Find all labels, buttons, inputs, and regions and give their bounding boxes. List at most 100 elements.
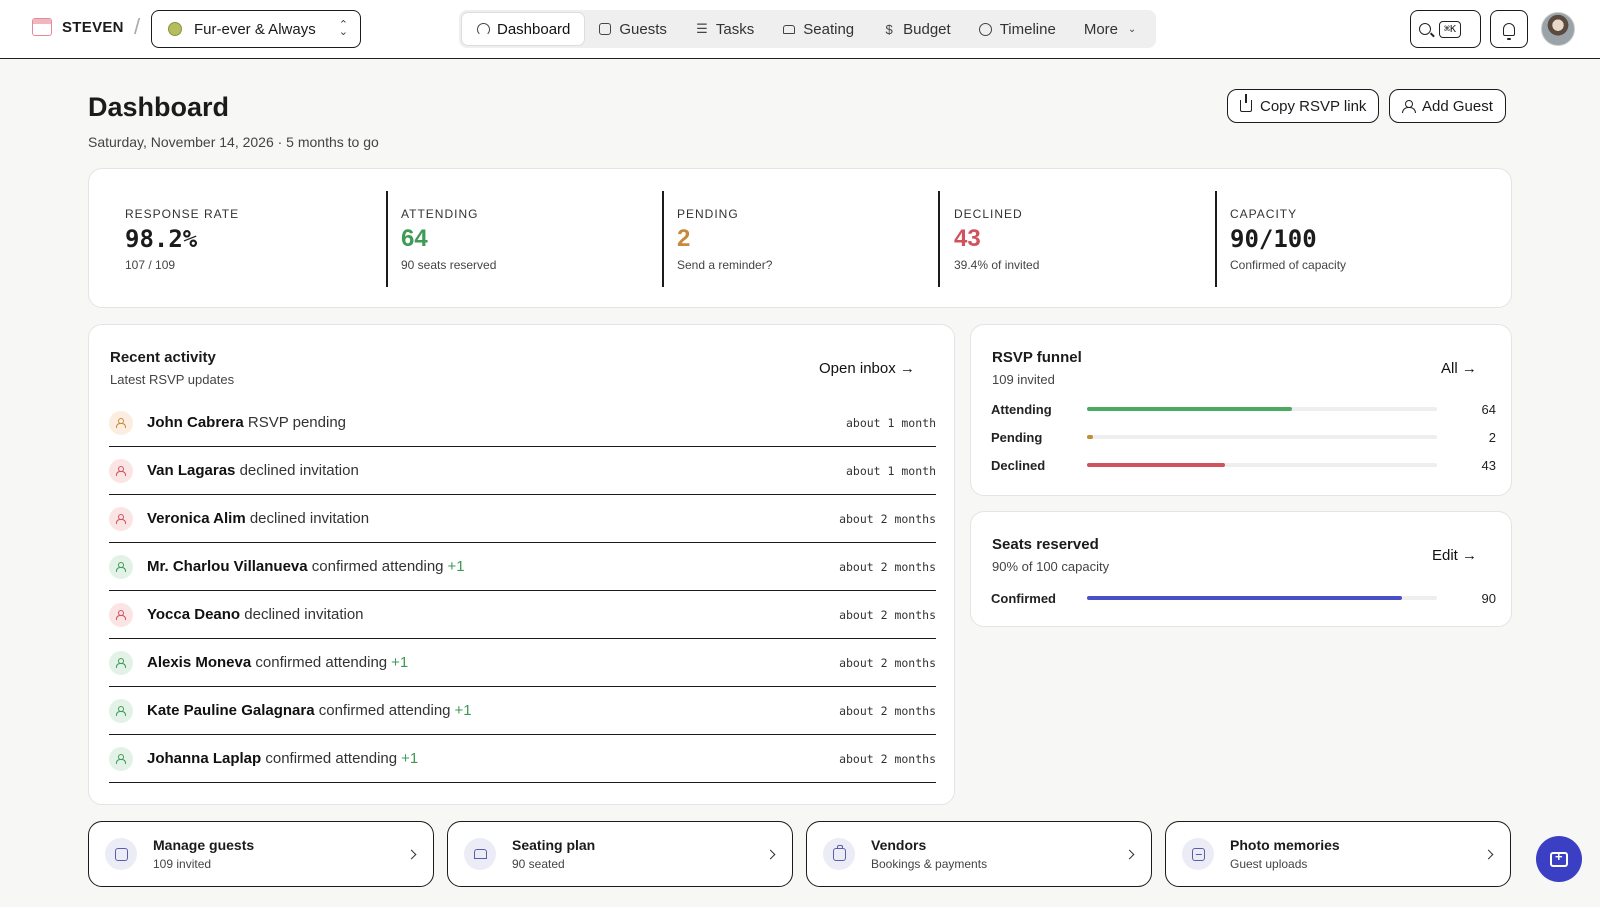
add-guest-button[interactable]: Add Guest xyxy=(1389,89,1506,123)
plus-one-badge: +1 xyxy=(454,702,472,719)
checklist-icon: ☰ xyxy=(696,21,708,36)
card-subtitle: Latest RSVP updates xyxy=(110,372,235,387)
stat-divider xyxy=(1215,191,1217,287)
stat-divider xyxy=(386,191,388,287)
seats-confirmed-row: Confirmed 90 xyxy=(991,588,1496,608)
card-subtitle: 90% of 100 capacity xyxy=(992,559,1110,574)
stat-label: RESPONSE RATE xyxy=(125,207,240,221)
stat-label: CAPACITY xyxy=(1230,207,1298,221)
activity-time: about 2 months xyxy=(839,511,936,526)
main-nav: Dashboard Guests ☰ Tasks Seating $ Budge… xyxy=(459,10,1157,48)
activity-row[interactable]: Yocca Deano declined invitation about 2 m… xyxy=(109,591,936,639)
quick-link-manage-guests[interactable]: Manage guests 109 invited xyxy=(88,821,434,887)
quick-link-subtitle: Bookings & payments xyxy=(871,857,988,871)
quick-link-seating-plan[interactable]: Seating plan 90 seated xyxy=(447,821,793,887)
seats-edit-link[interactable]: Edit → xyxy=(1432,547,1478,564)
activity-time: about 2 months xyxy=(839,655,936,670)
activity-row[interactable]: Kate Pauline Galagnara confirmed attendi… xyxy=(109,687,936,735)
contact-card-icon xyxy=(598,22,612,36)
plus-one-badge: +1 xyxy=(447,558,465,575)
user-avatar[interactable] xyxy=(1541,12,1575,46)
seats-label: Confirmed xyxy=(991,590,1056,606)
activity-text: Alexis Moneva confirmed attending +1 xyxy=(147,654,839,671)
feedback-chat-button[interactable] xyxy=(1536,836,1582,882)
funnel-value: 2 xyxy=(1488,429,1496,445)
funnel-all-link[interactable]: All → xyxy=(1441,360,1477,377)
quick-link-vendors[interactable]: Vendors Bookings & payments xyxy=(806,821,1152,887)
page-title: Dashboard xyxy=(88,92,230,122)
activity-text: Kate Pauline Galagnara confirmed attendi… xyxy=(147,702,839,719)
funnel-label: Attending xyxy=(991,401,1052,417)
activity-row[interactable]: John Cabrera RSVP pending about 1 month xyxy=(109,399,936,447)
activity-row[interactable]: Johanna Laplap confirmed attending +1 abou… xyxy=(109,735,936,783)
add-guest-label: Add Guest xyxy=(1422,97,1493,115)
stat-value: 2 xyxy=(677,225,691,252)
quick-link-photo-memories[interactable]: Photo memories Guest uploads xyxy=(1165,821,1511,887)
search-button[interactable]: ⌘K xyxy=(1410,10,1481,48)
stat-divider xyxy=(938,191,940,287)
funnel-bar xyxy=(1087,407,1293,411)
event-date: Saturday, November 14, 2026 · 5 months t… xyxy=(88,134,379,150)
notifications-button[interactable] xyxy=(1490,10,1528,48)
nav-guests[interactable]: Guests xyxy=(584,13,681,45)
quick-link-text: Manage guests 109 invited xyxy=(153,837,408,871)
open-inbox-link[interactable]: Open inbox → xyxy=(819,360,915,377)
user-icon xyxy=(1402,99,1416,113)
quick-link-title: Vendors xyxy=(871,837,927,853)
funnel-value: 64 xyxy=(1481,401,1496,417)
quick-link-text: Photo memories Guest uploads xyxy=(1230,837,1485,871)
nav-more[interactable]: More ⌄ xyxy=(1070,13,1153,45)
activity-time: about 2 months xyxy=(839,751,936,766)
activity-row[interactable]: Veronica Alim declined invitation about 2… xyxy=(109,495,936,543)
seats-bar xyxy=(1087,596,1402,600)
funnel-bar xyxy=(1087,463,1225,467)
project-selector[interactable]: Fur-ever & Always ⌃ ⌄ xyxy=(151,10,361,48)
guest-name: Mr. Charlou Villanueva xyxy=(147,558,308,575)
seats-track xyxy=(1087,596,1437,600)
project-avatar-icon xyxy=(168,22,182,36)
activity-row[interactable]: Alexis Moneva confirmed attending +1 about… xyxy=(109,639,936,687)
guest-name: Van Lagaras xyxy=(147,462,236,479)
nav-label: Timeline xyxy=(999,20,1056,38)
user-status-icon xyxy=(109,506,133,531)
activity-action: confirmed attending xyxy=(255,654,388,671)
stats-panel: RESPONSE RATE 98.2% 107 / 109 ATTENDING … xyxy=(88,168,1512,308)
user-status-icon xyxy=(109,554,133,579)
project-name: Fur-ever & Always xyxy=(194,20,316,38)
clock-icon xyxy=(979,22,993,36)
contact-card-icon xyxy=(105,838,137,870)
guest-name: Johanna Laplap xyxy=(147,750,262,767)
chevron-up-down-icon: ⌃ ⌄ xyxy=(338,19,348,38)
brand[interactable]: STEVEN xyxy=(32,18,124,36)
nav-budget[interactable]: $ Budget xyxy=(868,13,965,45)
activity-time: about 1 month xyxy=(845,463,936,478)
user-status-icon xyxy=(109,698,133,723)
activity-text: John Cabrera RSVP pending xyxy=(147,414,846,431)
funnel-track xyxy=(1087,463,1437,467)
quick-link-title: Seating plan xyxy=(512,837,596,853)
activity-row[interactable]: Mr. Charlou Villanueva confirmed attendi… xyxy=(109,543,936,591)
quick-link-title: Manage guests xyxy=(153,837,255,853)
chevron-right-icon xyxy=(1483,849,1494,859)
funnel-value: 43 xyxy=(1481,457,1496,473)
card-subtitle: 109 invited xyxy=(992,372,1055,387)
activity-row[interactable]: Van Lagaras declined invitation about 1 m… xyxy=(109,447,936,495)
activity-action: confirmed attending xyxy=(318,702,451,719)
nav-timeline[interactable]: Timeline xyxy=(965,13,1070,45)
nav-seating[interactable]: Seating xyxy=(768,13,868,45)
user-status-icon xyxy=(109,746,133,771)
nav-label: Guests xyxy=(619,20,667,38)
nav-tasks[interactable]: ☰ Tasks xyxy=(681,13,768,45)
activity-text: Mr. Charlou Villanueva confirmed attendi… xyxy=(147,558,839,575)
quick-link-title: Photo memories xyxy=(1230,837,1340,853)
user-status-icon xyxy=(109,458,133,483)
activity-time: about 2 months xyxy=(839,703,936,718)
card-title: Seats reserved xyxy=(992,536,1099,553)
search-icon xyxy=(1419,23,1431,35)
activity-action: declined invitation xyxy=(244,606,364,623)
nav-dashboard[interactable]: Dashboard xyxy=(462,13,585,45)
copy-rsvp-link-button[interactable]: Copy RSVP link xyxy=(1227,89,1380,123)
quick-link-subtitle: Guest uploads xyxy=(1230,857,1308,871)
stat-value: 90/100 xyxy=(1230,225,1317,253)
nav-label: Seating xyxy=(803,20,855,38)
